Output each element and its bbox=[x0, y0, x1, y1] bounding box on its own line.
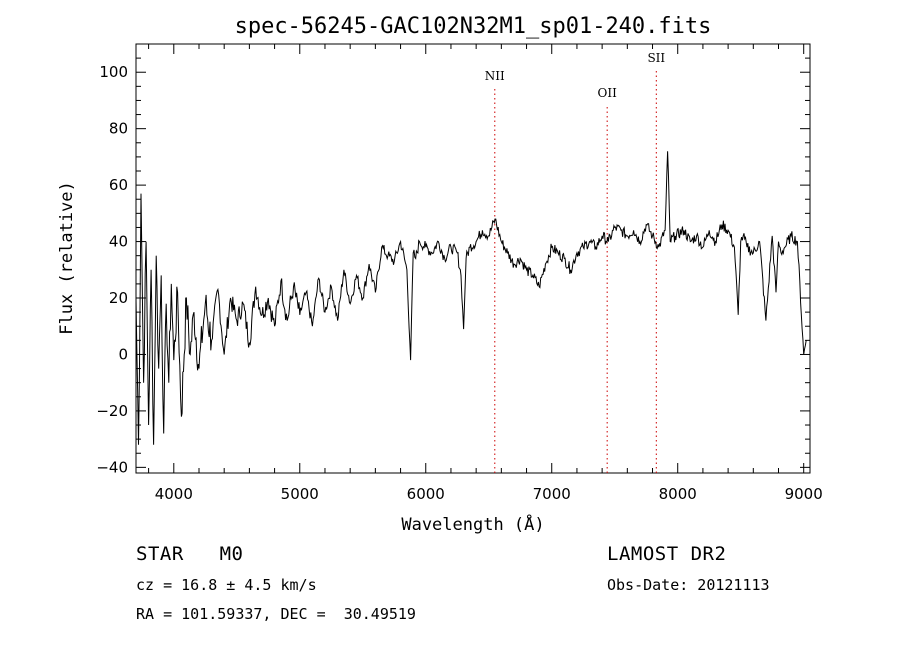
y-tick-label: −40 bbox=[96, 458, 128, 476]
survey-label: LAMOST DR2 bbox=[607, 543, 727, 565]
cz-label: cz = 16.8 ± 4.5 km/s bbox=[136, 576, 317, 594]
y-tick-label: 20 bbox=[109, 289, 128, 307]
chart-title: spec-56245-GAC102N32M1_sp01-240.fits bbox=[235, 14, 712, 39]
y-tick-label: 40 bbox=[109, 233, 128, 251]
class-label: STAR M0 bbox=[136, 543, 244, 565]
emission-line-label: NII bbox=[485, 69, 505, 83]
axis-ticks: 4000 5000 6000 7000 8000 9000 −40 −20 0 20 40 60 80 1… bbox=[96, 44, 823, 503]
emission-line-label: OII bbox=[598, 86, 618, 100]
y-tick-label: 0 bbox=[118, 345, 128, 363]
x-tick-label: 4000 bbox=[155, 485, 193, 503]
spectrum-line bbox=[135, 151, 807, 445]
x-tick-label: 5000 bbox=[281, 485, 319, 503]
y-axis-label: Flux (relative) bbox=[57, 181, 77, 335]
x-tick-label: 7000 bbox=[533, 485, 571, 503]
obs-date-label: Obs-Date: 20121113 bbox=[607, 576, 770, 594]
y-tick-label: 60 bbox=[109, 176, 128, 194]
emission-lines: NII OII SII bbox=[485, 51, 665, 473]
x-axis-label: Wavelength (Å) bbox=[401, 513, 544, 535]
y-tick-label: 80 bbox=[109, 120, 128, 138]
radec-label: RA = 101.59337, DEC = 30.49519 bbox=[136, 605, 416, 623]
emission-line-label: SII bbox=[647, 51, 665, 65]
plot-frame bbox=[135, 43, 811, 474]
x-tick-label: 9000 bbox=[785, 485, 823, 503]
y-tick-label: −20 bbox=[96, 402, 128, 420]
y-tick-label: 100 bbox=[99, 63, 128, 81]
x-tick-label: 6000 bbox=[407, 485, 445, 503]
x-tick-label: 8000 bbox=[659, 485, 697, 503]
